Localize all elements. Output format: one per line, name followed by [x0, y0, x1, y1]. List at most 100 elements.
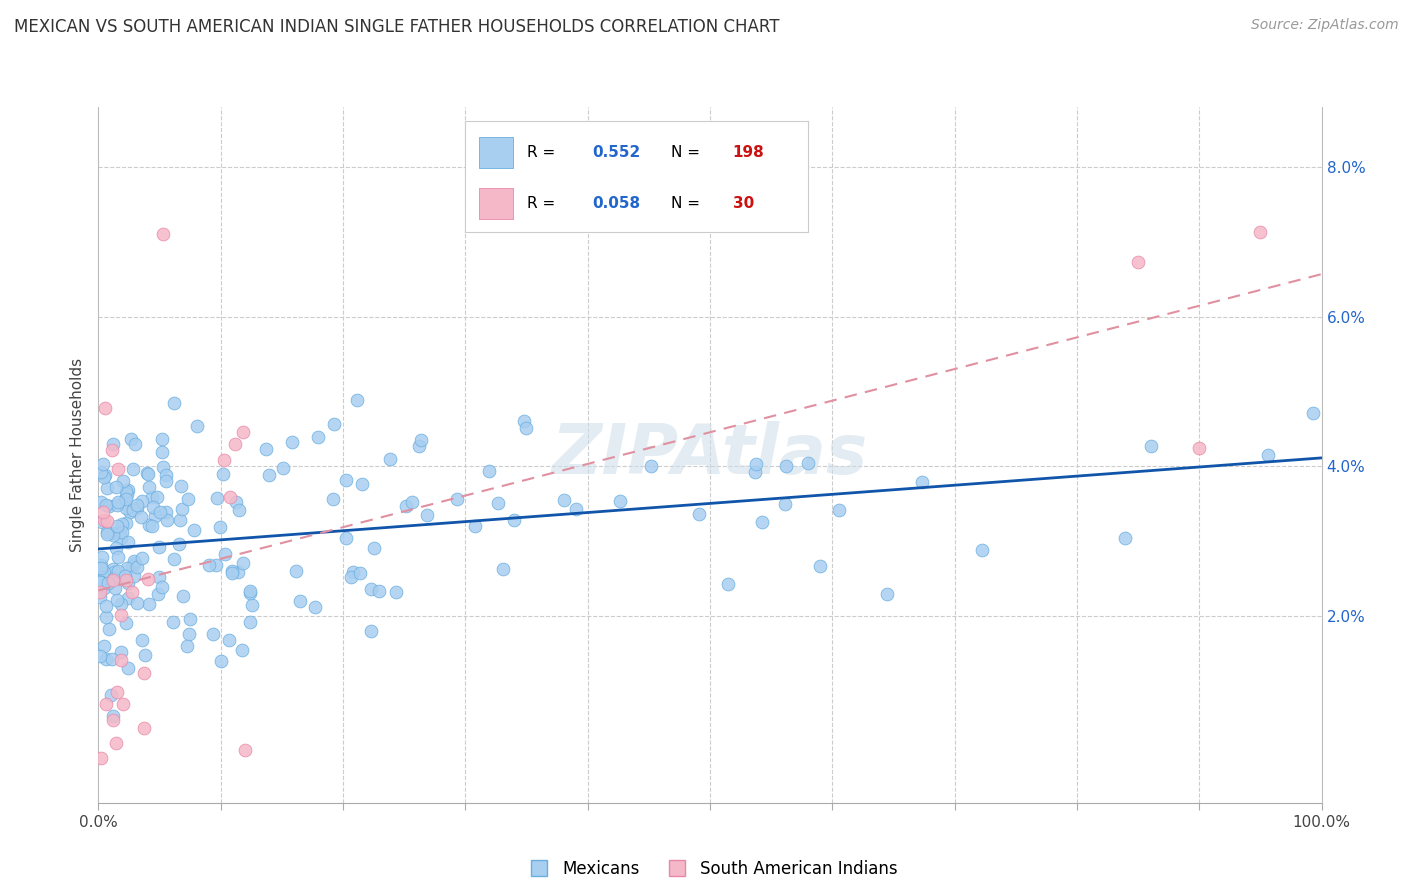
Point — [368, 584, 391, 599]
Point — [90, 561, 112, 575]
Point — [97, 575, 120, 590]
Point — [103, 562, 125, 576]
Point — [141, 491, 163, 505]
Point — [117, 487, 139, 501]
Point — [254, 442, 277, 456]
Point — [114, 491, 136, 506]
Point — [183, 523, 205, 537]
Point — [232, 556, 254, 570]
Point — [100, 688, 122, 702]
Point — [408, 439, 430, 453]
Point — [221, 566, 243, 580]
Point — [352, 477, 374, 491]
Point — [115, 491, 138, 506]
Point — [110, 653, 132, 667]
Point — [111, 517, 134, 532]
Point — [565, 501, 588, 516]
Point — [110, 645, 132, 659]
Point — [93, 639, 115, 653]
Point — [751, 515, 773, 529]
Point — [240, 598, 263, 612]
Point — [1257, 448, 1279, 462]
Point — [96, 527, 118, 541]
Point — [93, 566, 115, 581]
Y-axis label: Single Father Households: Single Father Households — [70, 358, 86, 552]
Point — [239, 586, 262, 600]
Point — [640, 458, 662, 473]
Point — [385, 585, 408, 599]
Point — [89, 590, 111, 604]
Point — [290, 594, 312, 608]
Point — [148, 570, 170, 584]
Point — [478, 464, 501, 478]
Point — [117, 661, 139, 675]
Point — [112, 475, 135, 489]
Text: Source: ZipAtlas.com: Source: ZipAtlas.com — [1251, 18, 1399, 32]
Point — [1249, 225, 1271, 239]
Point — [155, 475, 177, 489]
Point — [101, 573, 124, 587]
Point — [117, 576, 139, 591]
Point — [101, 713, 124, 727]
Point — [186, 419, 208, 434]
Point — [112, 697, 135, 711]
Point — [93, 581, 115, 595]
Point — [110, 597, 132, 611]
Point — [304, 600, 326, 615]
Point — [103, 708, 125, 723]
Point — [94, 651, 117, 665]
Point — [117, 591, 139, 605]
Point — [114, 568, 136, 582]
Point — [340, 570, 363, 584]
Point — [90, 558, 112, 572]
Point — [141, 518, 163, 533]
Point — [104, 480, 127, 494]
Point — [218, 632, 240, 647]
Point — [307, 429, 329, 443]
Point — [155, 505, 177, 519]
Point — [224, 437, 246, 451]
Point — [211, 467, 233, 481]
Point — [107, 564, 129, 578]
Point — [1188, 441, 1211, 455]
Point — [231, 643, 253, 657]
Point — [94, 697, 117, 711]
Point — [360, 624, 382, 638]
Point — [132, 666, 155, 681]
Point — [143, 509, 166, 524]
Point — [335, 531, 357, 545]
Point — [513, 414, 536, 428]
Point — [89, 584, 111, 599]
Point — [744, 465, 766, 479]
Text: ZIPAtlas: ZIPAtlas — [553, 421, 868, 489]
Point — [101, 437, 124, 451]
Point — [146, 490, 169, 504]
Point — [167, 537, 190, 551]
Point — [284, 564, 307, 578]
Point — [138, 518, 160, 533]
Point — [150, 444, 173, 458]
Point — [114, 574, 136, 588]
Point — [131, 633, 153, 648]
Point — [118, 505, 141, 519]
Point — [177, 492, 200, 507]
Point — [124, 437, 146, 451]
Point — [281, 435, 304, 450]
Point — [609, 493, 631, 508]
Point — [115, 483, 138, 498]
Point — [218, 490, 240, 504]
Point — [775, 497, 797, 511]
Point — [775, 459, 797, 474]
Point — [104, 541, 127, 555]
Point — [117, 483, 139, 497]
Point — [101, 443, 124, 458]
Point — [101, 652, 124, 666]
Point — [125, 501, 148, 516]
Point — [108, 526, 131, 541]
Point — [105, 685, 128, 699]
Point — [103, 526, 125, 541]
Point — [107, 462, 129, 476]
Point — [744, 457, 766, 471]
Point — [212, 452, 235, 467]
Point — [349, 566, 371, 581]
